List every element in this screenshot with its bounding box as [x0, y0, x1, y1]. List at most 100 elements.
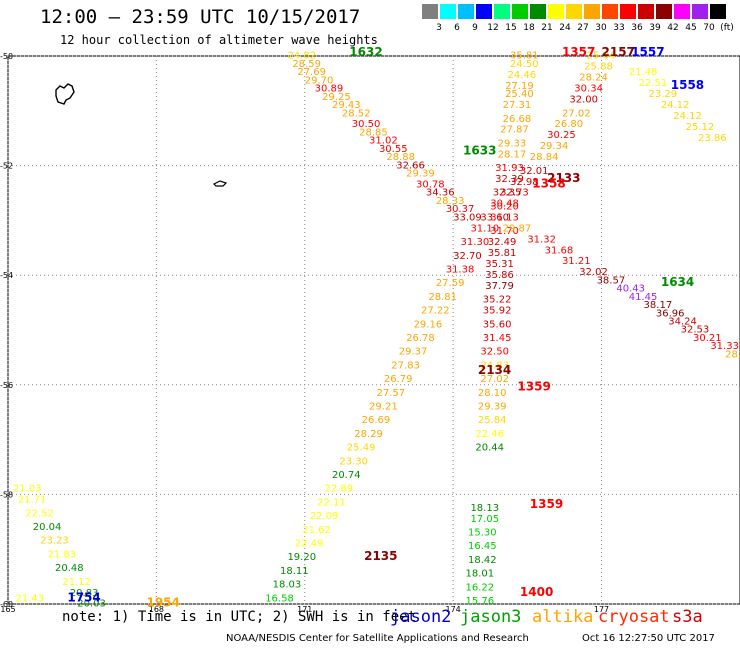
- scale-swatch: [530, 4, 546, 19]
- scale-label: 33: [613, 23, 625, 33]
- scale-label: 15: [505, 23, 517, 33]
- wave-height-value: 33.60: [480, 212, 509, 223]
- wave-height-value: 32.70: [453, 251, 482, 262]
- wave-height-value: 38.57: [597, 275, 626, 286]
- pass-time-label: 1358: [532, 177, 565, 191]
- wave-height-value: 31.45: [483, 333, 512, 344]
- page-subtitle: 12 hour collection of altimeter wave hei…: [60, 33, 378, 47]
- wave-height-value: 27.31: [503, 100, 532, 111]
- wave-height-value: 41.45: [629, 292, 658, 303]
- wave-height-value: 27.19: [505, 81, 534, 92]
- scale-swatch: [638, 4, 654, 19]
- wave-height-value: 23.30: [339, 456, 368, 467]
- credit-line: NOAA/NESDIS Center for Satellite Applica…: [226, 633, 529, 644]
- pass-time-label: 1359: [517, 379, 550, 393]
- lat-tick-label: -52: [0, 162, 13, 171]
- wave-height-value: 28.33: [436, 196, 465, 207]
- scale-swatch: [566, 4, 582, 19]
- wave-height-value: 30.48: [490, 199, 519, 210]
- lat-tick-label: -56: [0, 381, 13, 390]
- wave-height-value: 27.83: [391, 360, 420, 371]
- wave-height-value: 19.20: [287, 552, 316, 563]
- scale-swatch: [548, 4, 564, 19]
- wave-height-value: 31.70: [490, 226, 519, 237]
- wave-height-value: 24.82: [287, 51, 316, 62]
- scale-swatch: [584, 4, 600, 19]
- wave-height-value: 18.11: [280, 566, 309, 577]
- wave-height-value: 26.68: [503, 114, 532, 125]
- scale-swatch: [674, 4, 690, 19]
- wave-height-value: 18.01: [466, 569, 495, 580]
- pass-time-label: 2157: [602, 45, 635, 59]
- wave-height-value: 27.59: [436, 278, 465, 289]
- pass-time-label: 1558: [671, 78, 704, 92]
- map-frame: [7, 55, 740, 605]
- wave-height-value: 16.22: [466, 582, 495, 593]
- wave-height-value: 23.23: [40, 536, 69, 547]
- wave-height-value: 24.83: [480, 360, 509, 371]
- wave-height-value: 32.73: [500, 188, 529, 199]
- scale-swatch: [710, 4, 726, 19]
- wave-height-value: 28.29: [354, 429, 383, 440]
- scale-swatch: [512, 4, 528, 19]
- wave-height-value: 30.20: [490, 201, 519, 212]
- wave-height-value: 32.35: [493, 188, 522, 199]
- wave-height-value: 35.92: [483, 306, 512, 317]
- wave-height-value: 35.31: [485, 259, 514, 270]
- wave-height-value: 18.42: [468, 555, 497, 566]
- wave-height-value: 31.10: [470, 223, 499, 234]
- wave-height-value: 31.68: [545, 245, 574, 256]
- wave-height-value: 36.96: [656, 308, 685, 319]
- scale-swatch: [692, 4, 708, 19]
- wave-height-value: 35.81: [510, 51, 539, 62]
- wave-height-value: 25.88: [584, 62, 613, 73]
- wave-height-value: 30.34: [574, 84, 603, 95]
- wave-height-value: 32.66: [396, 160, 425, 171]
- wave-height-value: 32.00: [569, 95, 598, 106]
- scale-swatch: [656, 4, 672, 19]
- wave-height-value: 20.03: [77, 599, 106, 610]
- wave-height-value: 21.48: [629, 67, 658, 78]
- wave-height-value: 29.33: [498, 138, 527, 149]
- pass-time-label: 2133: [547, 171, 580, 185]
- wave-height-value: 29.25: [322, 92, 351, 103]
- wave-height-value: 35.60: [483, 319, 512, 330]
- wave-height-value: 32.98: [510, 177, 539, 188]
- wave-height-value: 31.02: [369, 136, 398, 147]
- wave-height-value: 24.12: [673, 111, 702, 122]
- island-auckland: [55, 83, 75, 105]
- wave-height-value: 21.03: [13, 484, 42, 495]
- footer-note: note: 1) Time is in UTC; 2) SWH is in fe…: [62, 609, 417, 625]
- wave-height-value: 28.85: [359, 127, 388, 138]
- wave-height-value: 31.32: [527, 234, 556, 245]
- scale-label: 9: [472, 23, 478, 33]
- wave-height-value: 20.04: [33, 522, 62, 533]
- lon-tick-label: 177: [594, 605, 609, 614]
- track-points: 24.8228.5927.6929.7030.8929.2529.4328.52…: [13, 45, 740, 610]
- wave-height-value: 21.12: [62, 577, 91, 588]
- wave-height-value: 29.34: [540, 141, 569, 152]
- pass-time-label: 1633: [463, 144, 496, 158]
- wave-height-value: 30.89: [315, 84, 344, 95]
- island-campbell-marker: [212, 180, 228, 187]
- satellite-jason2: jason2: [390, 607, 452, 627]
- scale-label: 42: [667, 23, 679, 33]
- wave-height-value: 24.12: [661, 100, 690, 111]
- wave-height-value: 31.30: [461, 237, 490, 248]
- pass-time-label: 1754: [67, 590, 100, 604]
- wave-height-value: 37.79: [485, 281, 514, 292]
- wave-height-value: 17.05: [470, 514, 499, 525]
- scale-label: 6: [454, 23, 460, 33]
- pass-time-label: 1634: [661, 275, 694, 289]
- scale-label: 18: [523, 23, 535, 33]
- lon-tick-label: 168: [149, 605, 164, 614]
- wave-height-value: 22.49: [295, 538, 324, 549]
- wave-height-value: 27.57: [376, 388, 405, 399]
- wave-height-value: 28.88: [386, 152, 415, 163]
- wave-height-value: 21.62: [302, 525, 331, 536]
- wave-height-value: 28.81: [428, 292, 457, 303]
- wave-height-value: 40.43: [616, 284, 645, 295]
- wave-height-value: 34.36: [426, 188, 455, 199]
